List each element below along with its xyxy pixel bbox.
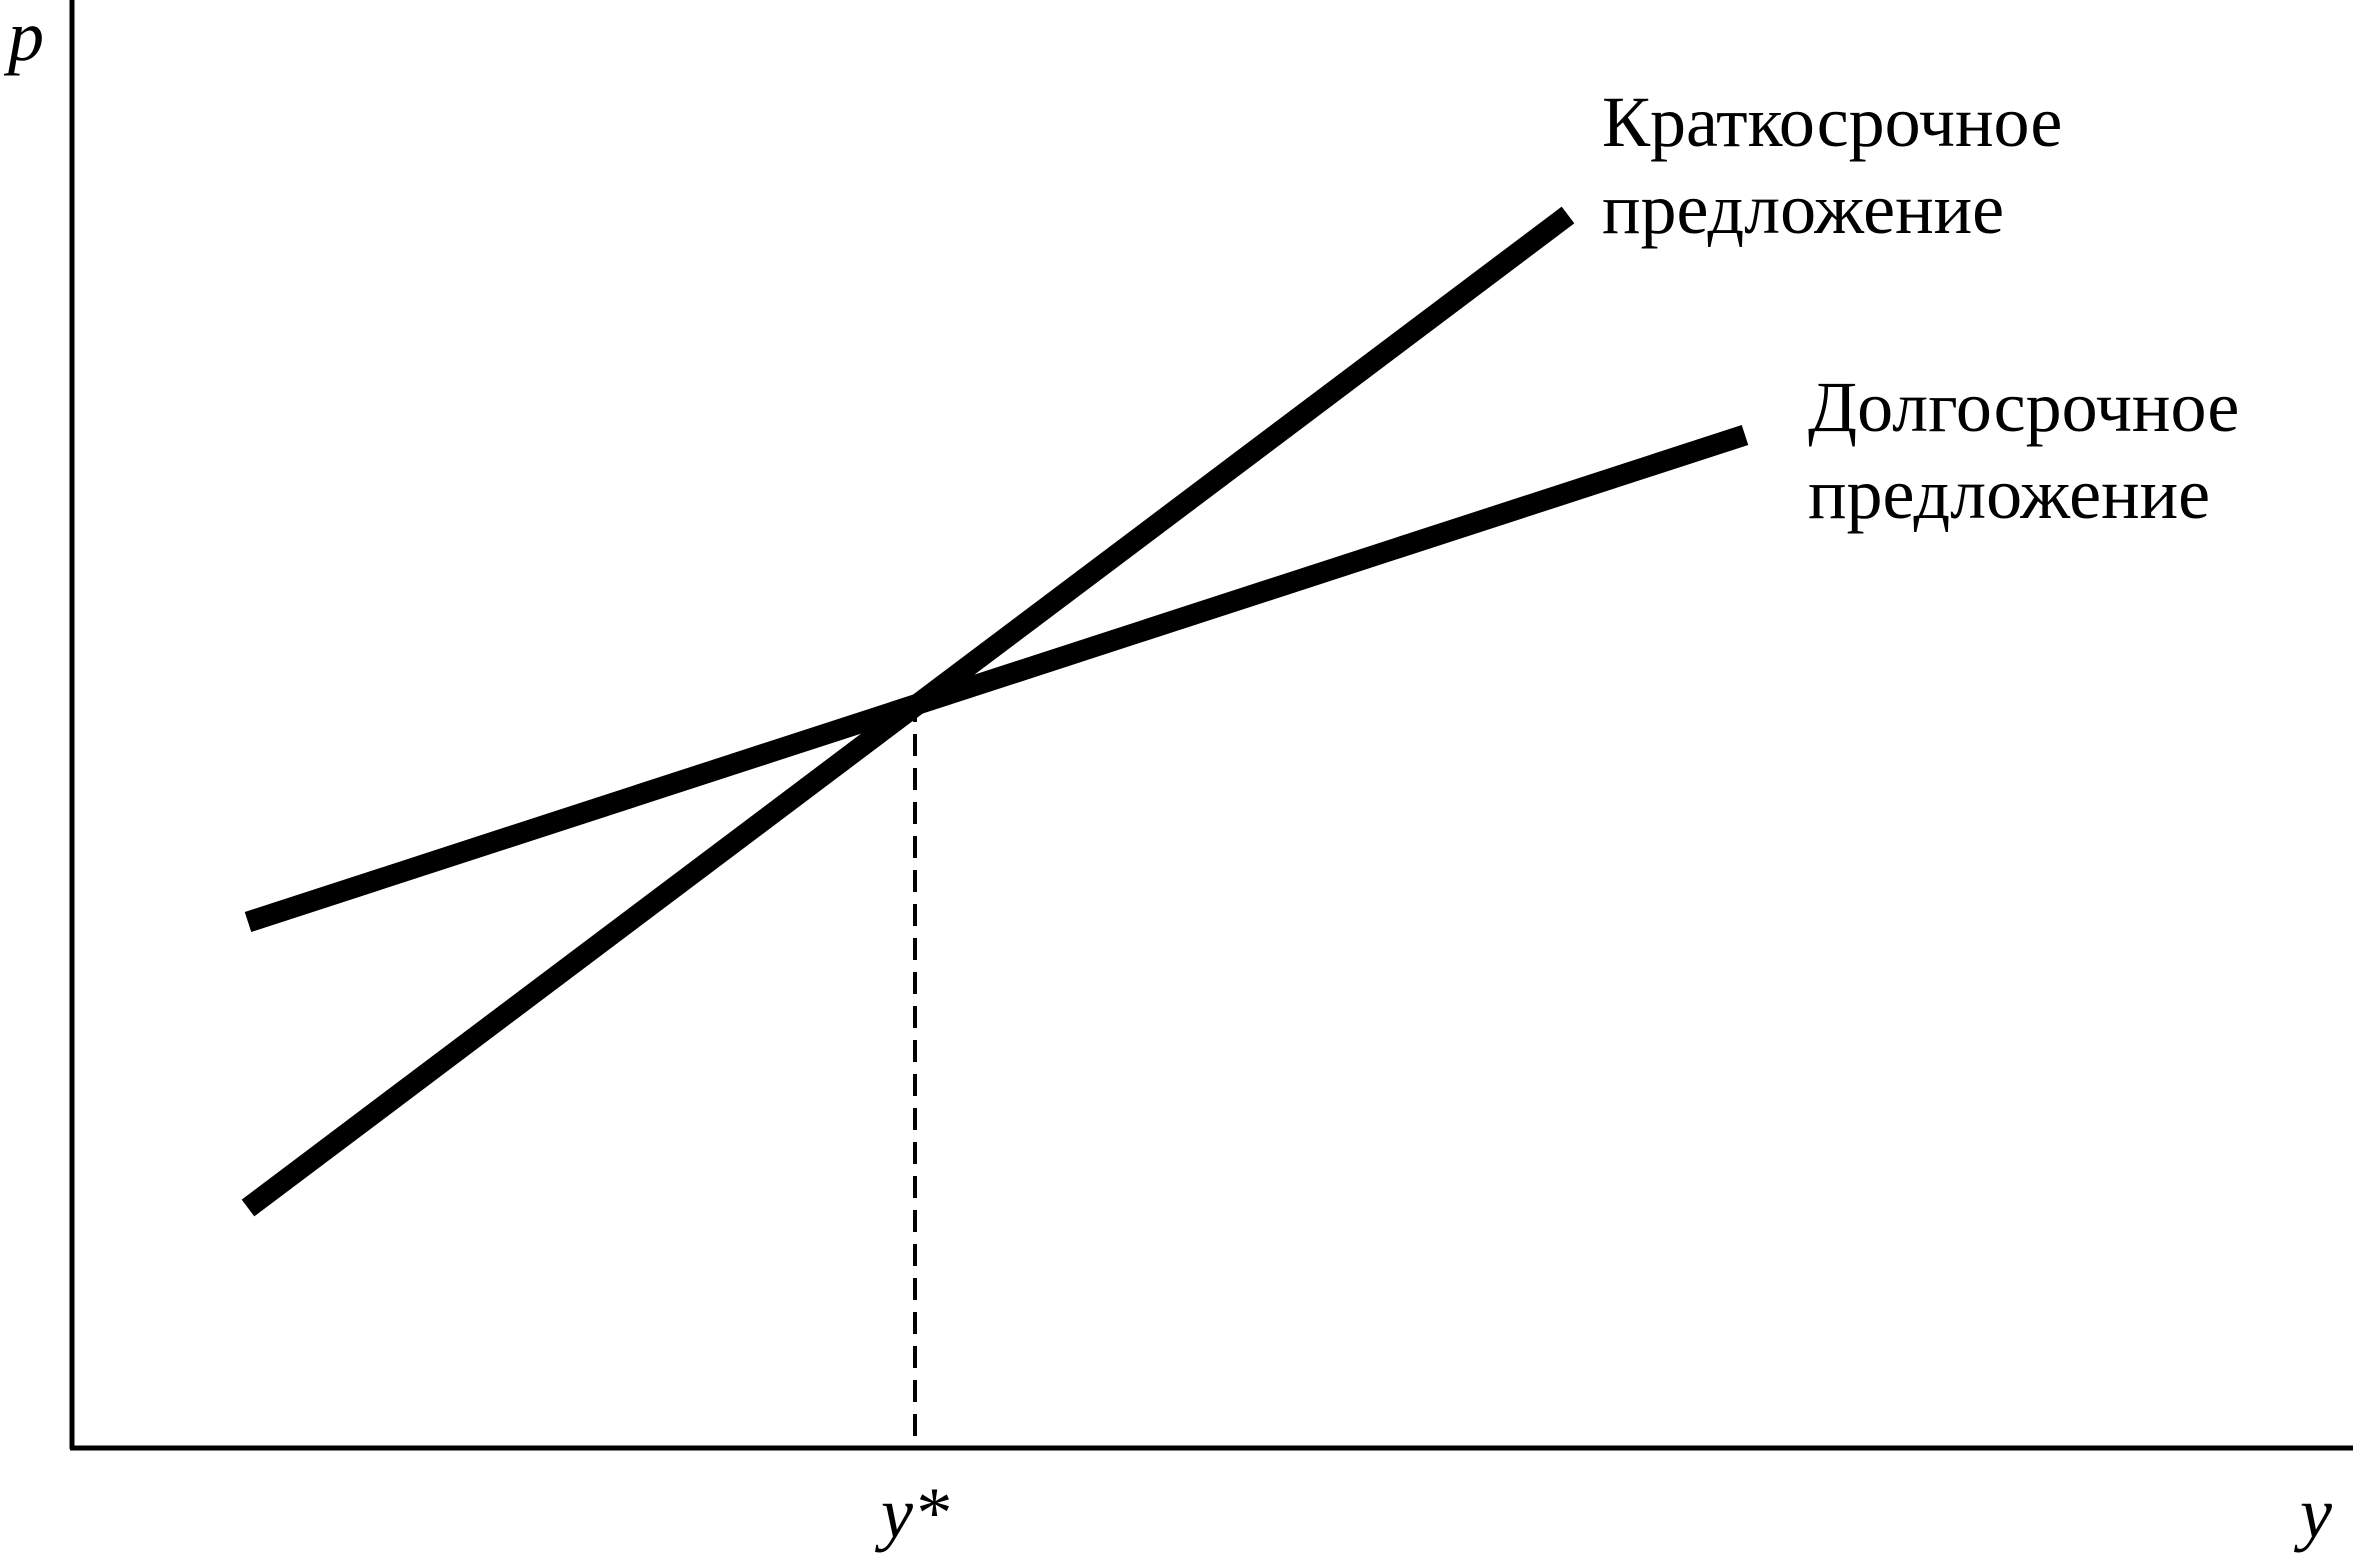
curve-label: Долгосрочное xyxy=(1808,367,2239,447)
curve-label: предложение xyxy=(1602,169,2004,249)
equilibrium-label: y* xyxy=(874,1473,949,1553)
curve-label: Краткосрочное xyxy=(1602,82,2062,162)
long-run-supply xyxy=(244,425,1749,932)
x-axis-label: y xyxy=(2293,1473,2332,1553)
curve-label: предложение xyxy=(1808,454,2210,534)
y-axis-label: p xyxy=(3,0,44,76)
